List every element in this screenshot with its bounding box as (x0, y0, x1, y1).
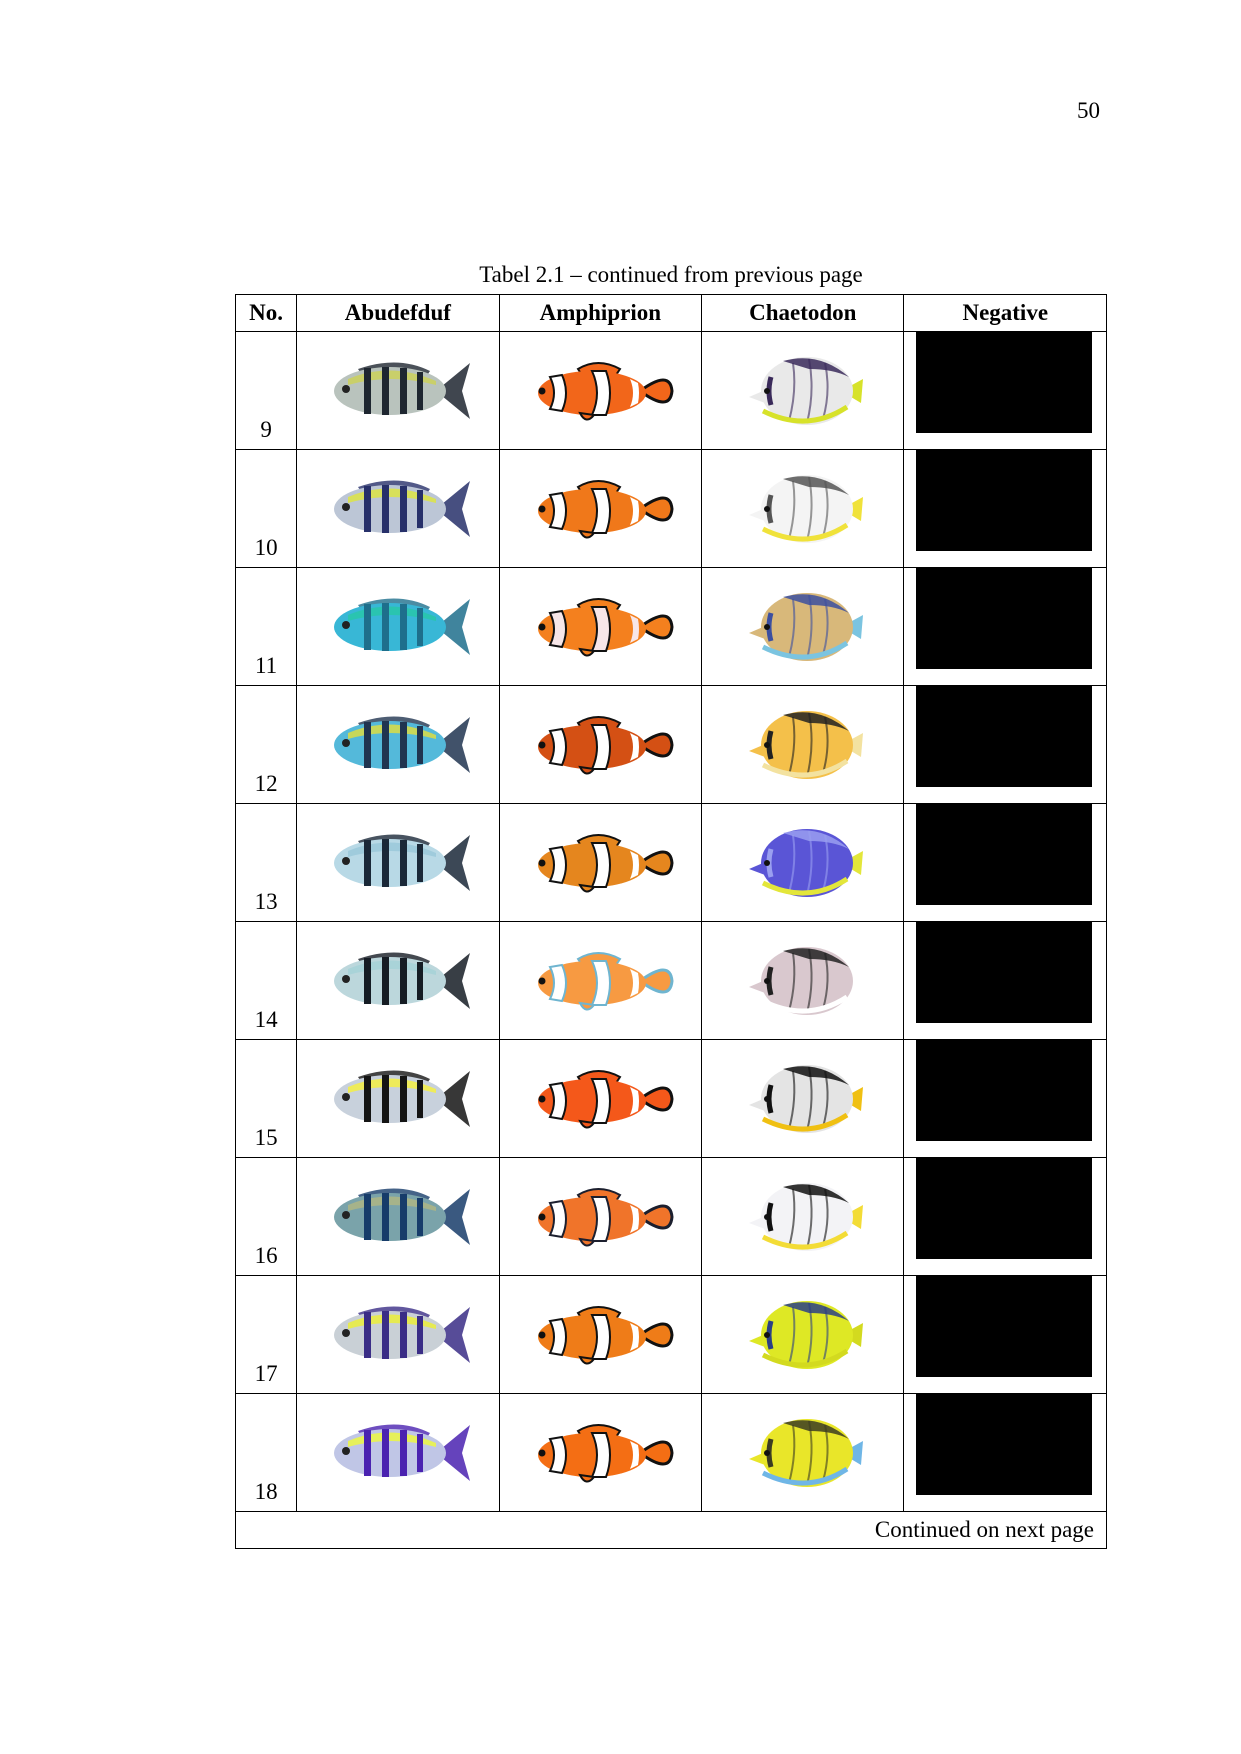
amphiprion-fish-image (498, 1393, 703, 1512)
chaetodon-fish-image (701, 567, 905, 686)
table-row: 11 (234, 567, 1107, 686)
row-number: 17 (234, 1275, 298, 1394)
table-row: 9 (234, 331, 1107, 450)
negative-black-image (916, 922, 1093, 1023)
continued-note: Continued on next page (235, 1511, 1107, 1549)
chaetodon-fish-image (701, 331, 905, 450)
table-row: 15 (234, 1039, 1107, 1158)
amphiprion-fish-image (498, 1157, 703, 1276)
amphiprion-fish-image (498, 1275, 703, 1394)
negative-black-image (916, 332, 1093, 433)
negative-black-image (916, 1158, 1093, 1259)
row-number: 11 (234, 567, 298, 686)
chaetodon-fish-image (701, 685, 905, 804)
negative-sample-cell (903, 803, 1107, 922)
abudefduf-fish-image (296, 685, 500, 804)
abudefduf-fish-image (296, 449, 500, 568)
negative-black-image (916, 568, 1093, 669)
row-number: 9 (234, 331, 298, 450)
row-number: 12 (234, 685, 298, 804)
negative-sample-cell (903, 921, 1107, 1040)
header-negative: Negative (903, 294, 1107, 332)
negative-sample-cell (903, 1275, 1107, 1394)
table-row: 14 (234, 921, 1107, 1040)
amphiprion-fish-image (498, 449, 703, 568)
chaetodon-fish-image (701, 921, 905, 1040)
row-number: 15 (234, 1039, 298, 1158)
table-row: 17 (234, 1275, 1107, 1394)
negative-black-image (916, 686, 1093, 787)
table-row: 10 (234, 449, 1107, 568)
amphiprion-fish-image (498, 331, 703, 450)
abudefduf-fish-image (296, 803, 500, 922)
abudefduf-fish-image (296, 1039, 500, 1158)
page-number: 50 (1077, 98, 1100, 123)
negative-black-image (916, 1276, 1093, 1377)
negative-black-image (916, 1394, 1093, 1495)
abudefduf-fish-image (296, 331, 500, 450)
abudefduf-fish-image (296, 1275, 500, 1394)
negative-sample-cell (903, 685, 1107, 804)
row-number: 10 (234, 449, 298, 568)
chaetodon-fish-image (701, 1039, 905, 1158)
table-caption: Tabel 2.1 – continued from previous page (479, 262, 863, 287)
abudefduf-fish-image (296, 1393, 500, 1512)
table-row: 16 (234, 1157, 1107, 1276)
table-row: 18 (234, 1393, 1107, 1512)
chaetodon-fish-image (701, 1157, 905, 1276)
row-number: 14 (234, 921, 298, 1040)
amphiprion-fish-image (498, 685, 703, 804)
negative-black-image (916, 450, 1093, 551)
row-number: 13 (234, 803, 298, 922)
header-row: No. Abudefduf Amphiprion Chaetodon Negat… (234, 294, 1107, 332)
header-abudefduf: Abudefduf (296, 294, 500, 332)
header-amphiprion: Amphiprion (498, 294, 703, 332)
negative-sample-cell (903, 449, 1107, 568)
negative-sample-cell (903, 1393, 1107, 1512)
abudefduf-fish-image (296, 567, 500, 686)
footer-row: Continued on next page (235, 1511, 1107, 1549)
negative-sample-cell (903, 331, 1107, 450)
negative-black-image (916, 1040, 1093, 1141)
header-no: No. (234, 294, 298, 332)
amphiprion-fish-image (498, 803, 703, 922)
abudefduf-fish-image (296, 921, 500, 1040)
negative-black-image (916, 804, 1093, 905)
negative-sample-cell (903, 1157, 1107, 1276)
amphiprion-fish-image (498, 921, 703, 1040)
chaetodon-fish-image (701, 803, 905, 922)
table-body: 9 10 (234, 331, 1107, 1512)
abudefduf-fish-image (296, 1157, 500, 1276)
table-row: 13 (234, 803, 1107, 922)
amphiprion-fish-image (498, 567, 703, 686)
row-number: 16 (234, 1157, 298, 1276)
chaetodon-fish-image (701, 449, 905, 568)
chaetodon-fish-image (701, 1275, 905, 1394)
negative-sample-cell (903, 1039, 1107, 1158)
negative-sample-cell (903, 567, 1107, 686)
header-chaetodon: Chaetodon (701, 294, 905, 332)
table-row: 12 (234, 685, 1107, 804)
chaetodon-fish-image (701, 1393, 905, 1512)
row-number: 18 (234, 1393, 298, 1512)
amphiprion-fish-image (498, 1039, 703, 1158)
fish-table: No. Abudefduf Amphiprion Chaetodon Negat… (234, 294, 1107, 1549)
